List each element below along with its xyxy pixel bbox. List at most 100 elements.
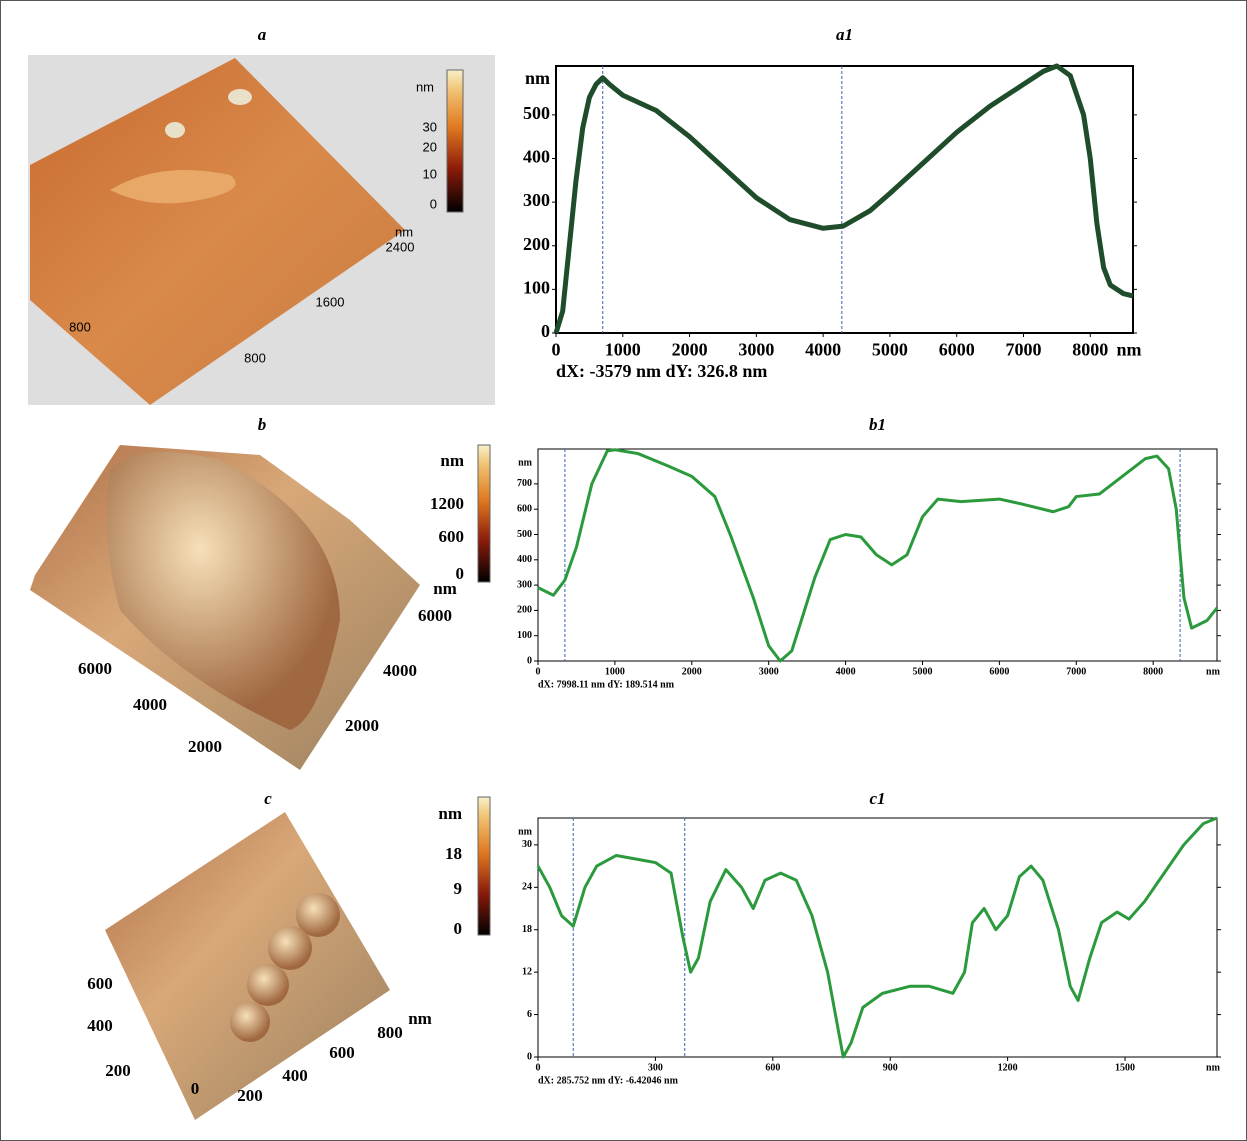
readout: dX: -3579 nm dY: 326.8 nm	[556, 361, 767, 381]
x-tick-label: 7000	[1066, 666, 1086, 677]
x-tick-label: 1000	[605, 666, 625, 677]
y-tick-label: 200	[523, 234, 550, 254]
chart-title: a1	[836, 25, 853, 44]
colorbar-tick-label: 10	[423, 166, 437, 181]
axis-tick-label: 800	[69, 319, 91, 334]
colorbar	[447, 70, 463, 212]
surface-feature	[165, 122, 185, 138]
y-tick-label: 300	[523, 190, 550, 210]
surface-feature	[228, 89, 252, 105]
profile-line	[538, 818, 1217, 1057]
y-tick-label: 6	[527, 1009, 532, 1020]
y-tick-label: 18	[522, 924, 532, 935]
y-tick-label: 500	[517, 529, 532, 540]
axis-tick-label: 800	[244, 350, 266, 365]
profile-line	[556, 66, 1133, 333]
surface-feature	[247, 964, 289, 1006]
panel-title: a	[258, 25, 267, 44]
axis-tick-label: 800	[377, 1023, 403, 1042]
y-tick-label: 24	[522, 882, 532, 893]
x-tick-label: 900	[883, 1062, 898, 1073]
y-tick-label: 0	[527, 1051, 532, 1062]
axis-tick-label: 2400	[386, 239, 415, 254]
surface-feature	[230, 1002, 270, 1042]
y-axis-unit: nm	[525, 68, 550, 88]
axis-unit: nm	[408, 1009, 432, 1028]
axis-unit: nm	[433, 579, 457, 598]
colorbar-tick-label: 600	[439, 527, 465, 546]
colorbar-tick-label: 0	[454, 919, 463, 938]
y-axis-unit: nm	[518, 826, 533, 837]
axis-tick-label: 200	[105, 1061, 131, 1080]
y-tick-label: 300	[517, 579, 532, 590]
y-tick-label: 12	[522, 966, 532, 977]
x-tick-label: 4000	[836, 666, 856, 677]
x-tick-label: 8000	[1143, 666, 1163, 677]
colorbar	[478, 445, 490, 582]
axis-tick-label: 2000	[345, 716, 379, 735]
y-tick-label: 100	[523, 277, 550, 297]
x-tick-label: 3000	[759, 666, 779, 677]
axis-tick-label: 400	[282, 1066, 308, 1085]
colorbar-tick-label: 1200	[430, 494, 464, 513]
x-axis-unit: nm	[1206, 1062, 1221, 1073]
chart-title: c1	[869, 789, 885, 808]
axis-tick-label: 600	[329, 1043, 355, 1062]
colorbar-tick-label: 18	[445, 844, 462, 863]
panel-title: c	[264, 789, 272, 808]
x-tick-label: 0	[552, 339, 561, 359]
x-tick-label: 7000	[1005, 339, 1041, 359]
y-tick-label: 700	[517, 478, 532, 489]
figure: anm3020100nm24001600800800bnm12006000nm6…	[0, 0, 1247, 1141]
x-tick-label: 4000	[805, 339, 841, 359]
y-tick-label: 500	[523, 103, 550, 123]
y-tick-label: 600	[517, 504, 532, 515]
x-tick-label: 2000	[682, 666, 702, 677]
colorbar-tick-label: 0	[430, 196, 437, 211]
x-axis-unit: nm	[1206, 666, 1221, 677]
y-axis-unit: nm	[518, 457, 533, 468]
x-tick-label: 5000	[912, 666, 932, 677]
x-tick-label: 300	[648, 1062, 663, 1073]
x-tick-label: 6000	[989, 666, 1009, 677]
y-tick-label: 30	[522, 839, 532, 850]
profile-line	[538, 450, 1217, 661]
x-tick-label: 1000	[605, 339, 641, 359]
colorbar-tick-label: 30	[423, 119, 437, 134]
x-axis-unit: nm	[1116, 339, 1141, 359]
axis-tick-label: 600	[87, 974, 113, 993]
axis-tick-label: 6000	[418, 606, 452, 625]
axis-tick-label: 2000	[188, 737, 222, 756]
colorbar-unit: nm	[438, 804, 462, 823]
plot-area	[538, 818, 1217, 1057]
y-tick-label: 400	[517, 554, 532, 565]
axis-tick-label: 1600	[316, 294, 345, 309]
axis-tick-label: 4000	[133, 695, 167, 714]
colorbar-tick-label: 9	[454, 879, 463, 898]
axis-unit: nm	[395, 224, 413, 239]
colorbar-unit: nm	[440, 451, 464, 470]
surface-feature	[268, 926, 312, 970]
x-tick-label: 3000	[738, 339, 774, 359]
x-tick-label: 1200	[998, 1062, 1018, 1073]
panel-title: b	[258, 415, 267, 434]
colorbar	[478, 797, 490, 935]
x-tick-label: 0	[536, 1062, 541, 1073]
readout: dX: 285.752 nm dY: -6.42046 nm	[538, 1075, 679, 1086]
axis-tick-label: 0	[191, 1079, 200, 1098]
x-tick-label: 600	[765, 1062, 780, 1073]
x-tick-label: 2000	[672, 339, 708, 359]
y-tick-label: 0	[541, 321, 550, 341]
x-tick-label: 0	[536, 666, 541, 677]
x-tick-label: 5000	[872, 339, 908, 359]
y-tick-label: 400	[523, 147, 550, 167]
axis-tick-label: 400	[87, 1016, 113, 1035]
y-tick-label: 0	[527, 655, 532, 666]
surface	[105, 812, 390, 1120]
x-tick-label: 1500	[1115, 1062, 1135, 1073]
x-tick-label: 8000	[1072, 339, 1108, 359]
axis-tick-label: 200	[237, 1086, 263, 1105]
y-tick-label: 100	[517, 630, 532, 641]
readout: dX: 7998.11 nm dY: 189.514 nm	[538, 679, 675, 690]
colorbar-tick-label: 20	[423, 139, 437, 154]
